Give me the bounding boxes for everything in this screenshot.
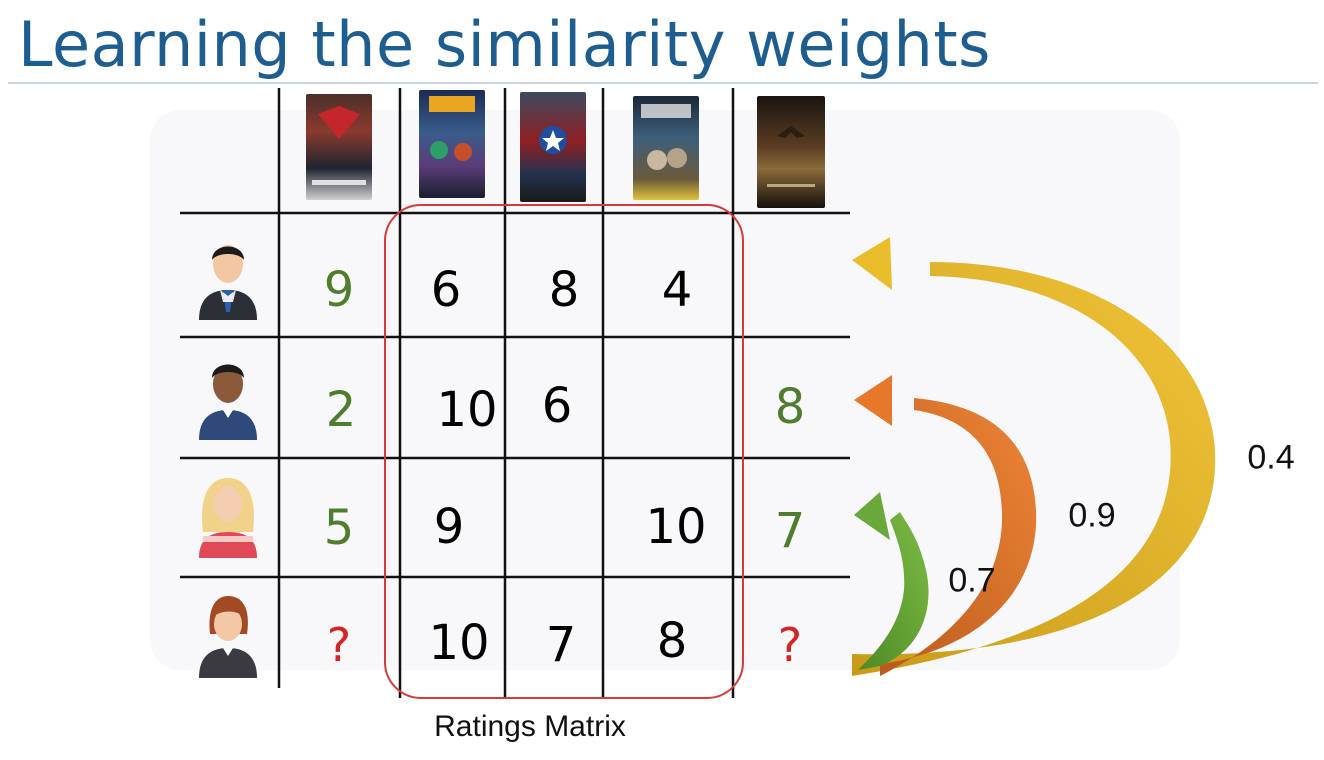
weight-arrow-yellow [852,237,1216,676]
weight-label-yellow: 0.4 [1247,438,1295,477]
rating-cell: 9 [323,262,355,318]
unknown-rating-cell: ? [326,618,352,672]
rating-cell: 10 [428,615,490,671]
rating-cell: 10 [645,499,707,555]
rating-cell: 6 [541,378,573,434]
weight-label-orange: 0.9 [1068,496,1116,535]
movie-poster-4-icon [633,96,699,200]
rating-cell: 6 [430,262,462,318]
rating-cell: 8 [548,262,580,318]
user-woman-blonde-icon [195,470,261,558]
movie-poster-2-icon [419,90,485,198]
movie-poster-3-icon [520,92,586,202]
movie-poster-1-icon [306,94,372,200]
user-woman-redhead-icon [195,590,261,678]
title-divider [8,82,1318,84]
rating-cell: 7 [545,617,577,673]
matrix-highlight-box [384,204,744,699]
rating-cell: 10 [436,382,498,438]
rating-cell: 8 [774,379,806,435]
weight-label-green: 0.7 [948,561,996,600]
rating-cell: 4 [661,262,693,318]
rating-cell: 7 [774,503,806,559]
weight-arrow-green [854,492,929,670]
movie-poster-5-icon [757,96,825,208]
rating-cell: 5 [323,500,355,556]
user-man-dark-icon [195,352,261,440]
matrix-caption: Ratings Matrix [434,710,626,743]
weight-arrow-orange [854,375,1037,676]
rating-cell: 9 [433,499,465,555]
user-man-suit-icon [195,232,261,320]
unknown-rating-cell: ? [777,618,803,672]
rating-cell: 8 [656,613,688,669]
rating-cell: 2 [325,382,357,438]
slide-title: Learning the similarity weights [18,8,991,81]
matrix-grid [180,88,850,698]
